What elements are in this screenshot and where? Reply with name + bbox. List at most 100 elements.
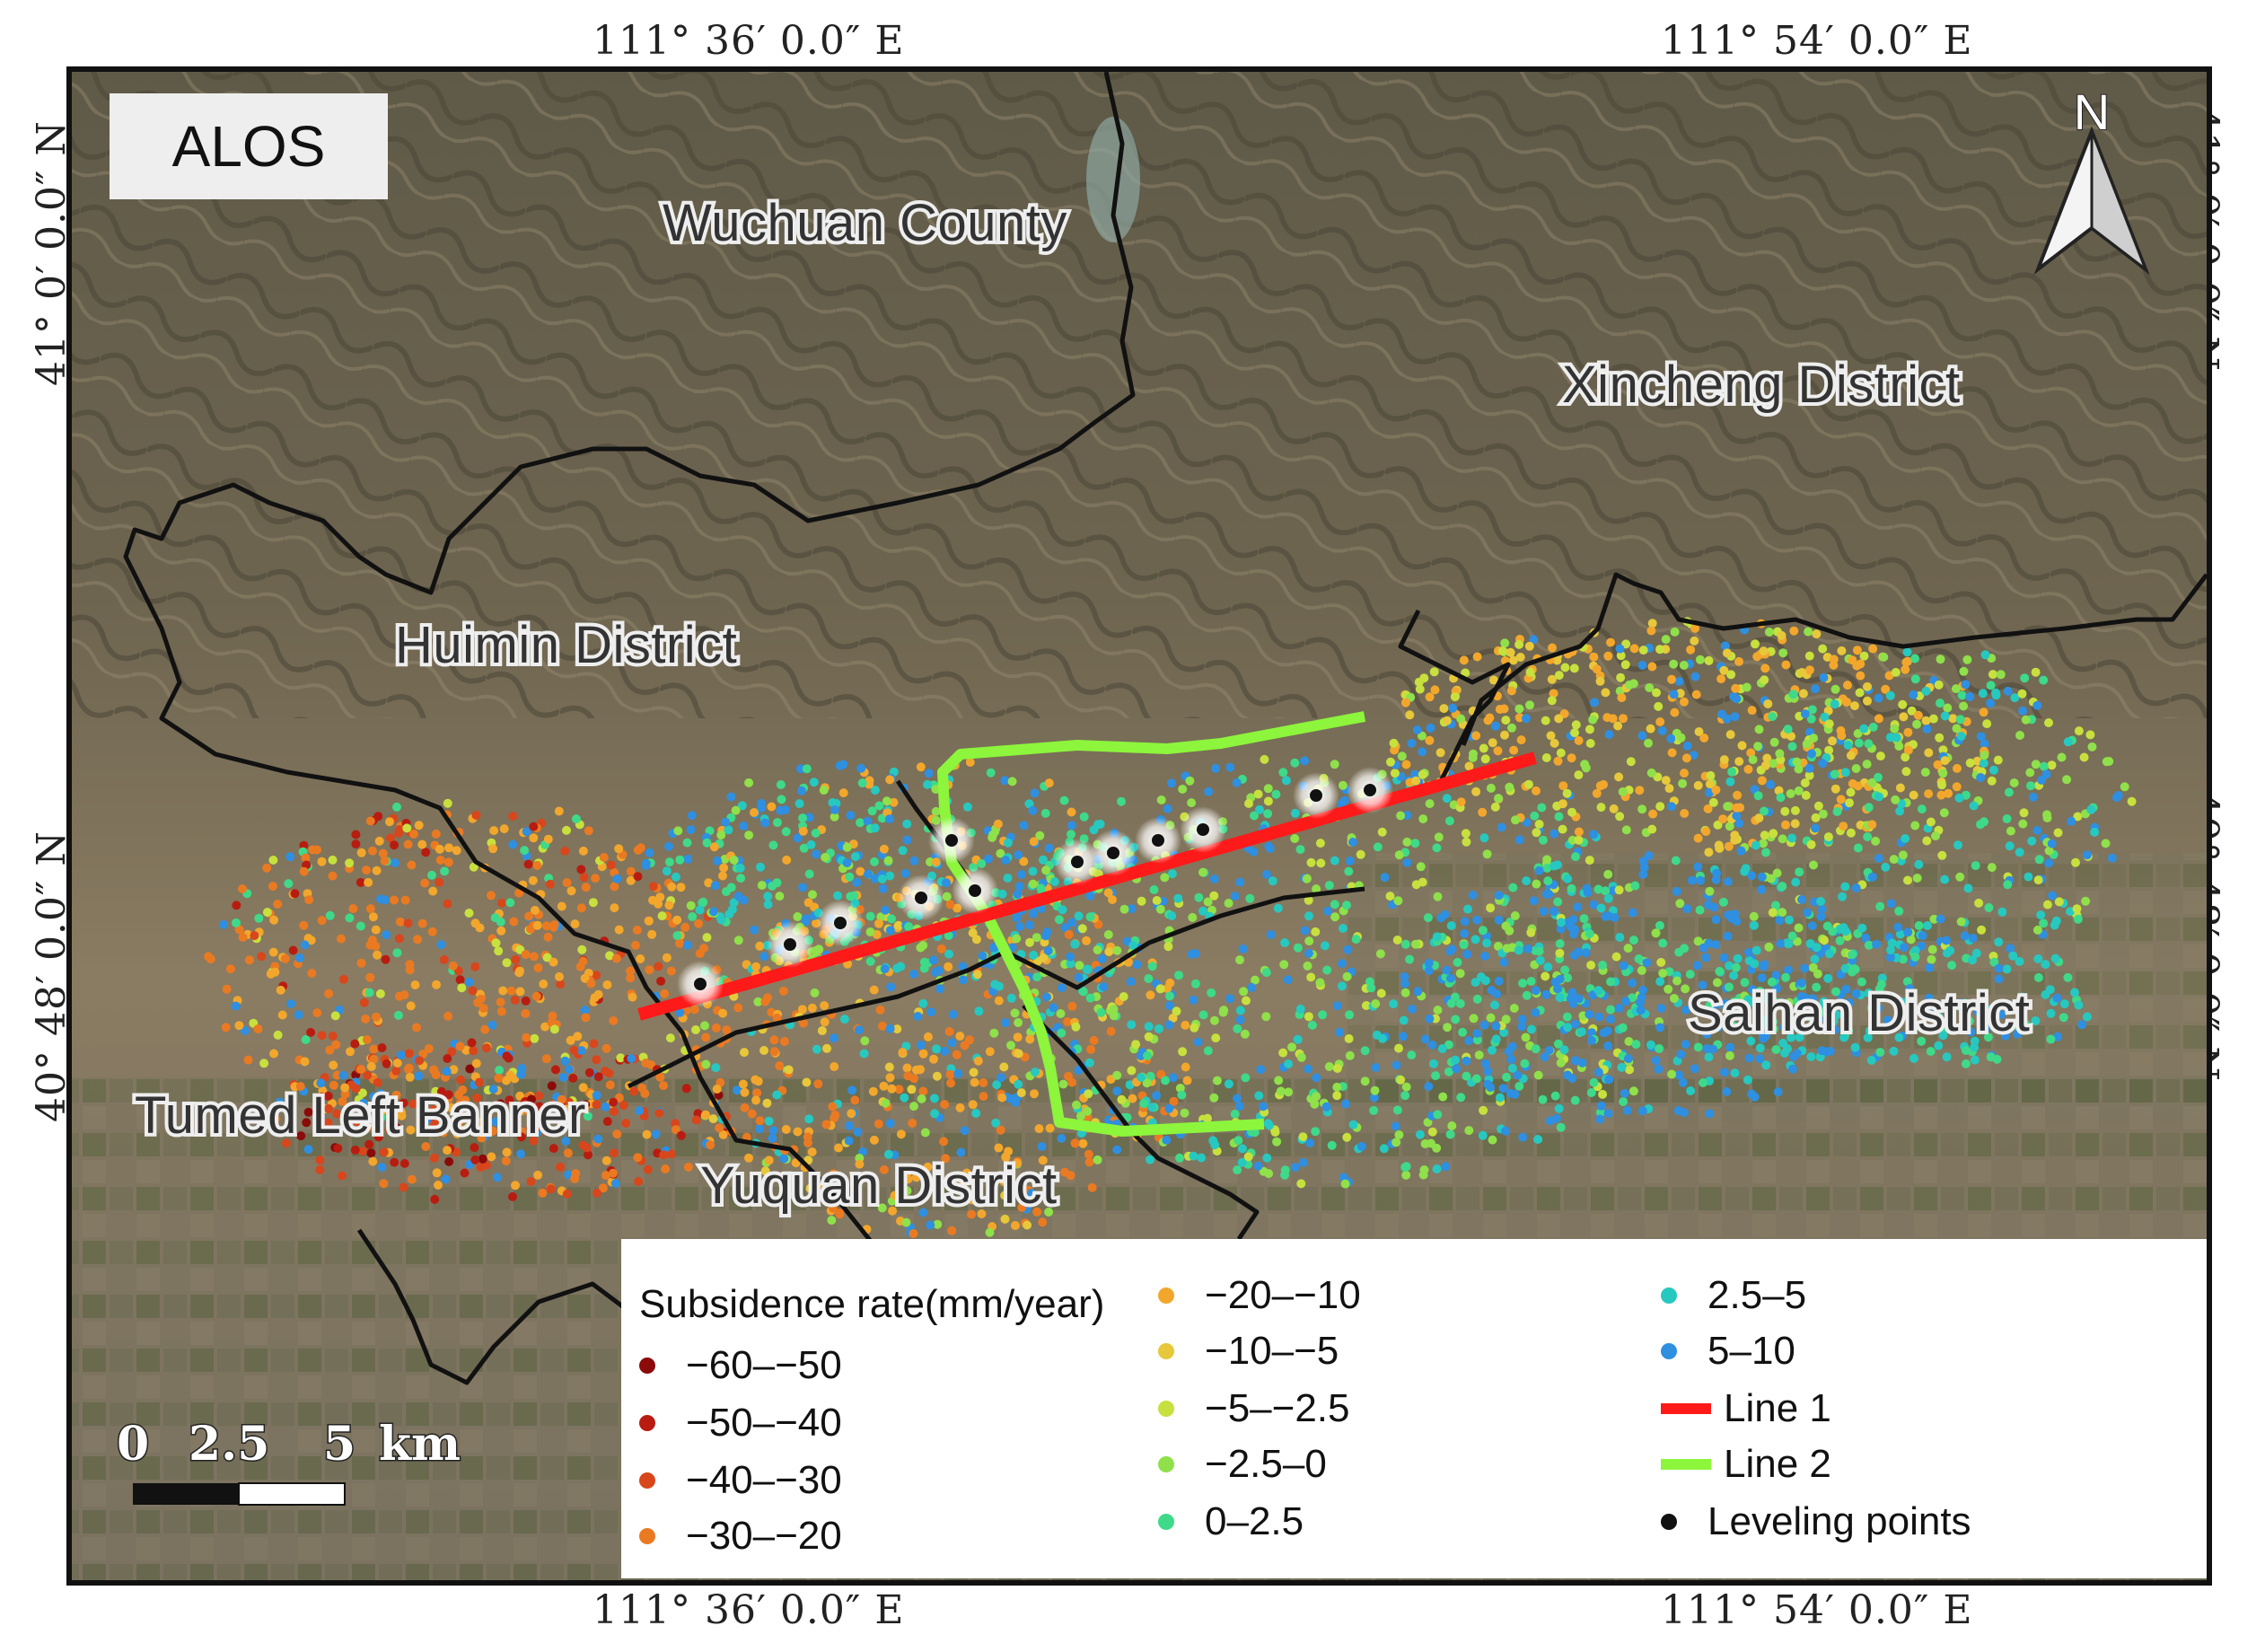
insar-point	[812, 1044, 821, 1054]
insar-point	[944, 931, 953, 940]
insar-point	[1322, 965, 1332, 975]
insar-point	[1631, 1040, 1641, 1050]
insar-point	[1903, 927, 1913, 937]
insar-point	[1730, 909, 1740, 919]
insar-point	[2062, 775, 2072, 785]
insar-point	[1296, 1179, 1306, 1189]
insar-point	[1128, 941, 1138, 950]
insar-point	[2045, 985, 2055, 995]
insar-point	[1711, 940, 1721, 950]
insar-point	[1375, 949, 1385, 959]
insar-point	[2054, 897, 2064, 907]
insar-point	[1211, 1033, 1221, 1043]
insar-point	[768, 1133, 777, 1143]
insar-point	[1940, 756, 1950, 766]
legend-item-class-1: −60–−50	[639, 1343, 842, 1388]
insar-point	[1743, 995, 1753, 1005]
insar-point	[315, 1156, 325, 1165]
insar-point	[1934, 680, 1944, 690]
insar-point	[1850, 1042, 1860, 1052]
insar-point	[1188, 912, 1198, 922]
insar-point	[1680, 944, 1690, 953]
insar-point	[1023, 1220, 1032, 1230]
insar-point	[488, 1126, 497, 1136]
insar-point	[1955, 872, 1965, 882]
insar-point	[661, 1164, 671, 1173]
insar-point	[455, 975, 465, 985]
insar-point	[1796, 978, 1806, 988]
insar-point	[1305, 1138, 1315, 1147]
insar-point	[390, 1157, 399, 1167]
insar-point	[1956, 732, 1966, 741]
insar-point	[1567, 753, 1576, 763]
insar-point	[578, 1140, 588, 1150]
insar-point	[1493, 746, 1503, 756]
insar-point	[655, 892, 665, 902]
insar-point	[532, 920, 542, 930]
insar-point	[1868, 644, 1878, 654]
insar-point	[1595, 676, 1605, 686]
insar-point	[1840, 768, 1850, 778]
insar-point	[870, 857, 879, 866]
insar-point	[1385, 892, 1395, 901]
insar-point	[1664, 984, 1673, 994]
insar-point	[726, 883, 736, 892]
insar-point	[1327, 1140, 1337, 1150]
insar-point	[2046, 1008, 2056, 1018]
insar-point	[294, 1010, 303, 1020]
insar-point	[1743, 764, 1753, 774]
insar-point	[1900, 943, 1909, 953]
insar-point	[1924, 789, 1934, 799]
insar-point	[1480, 952, 1489, 961]
insar-point	[1851, 883, 1861, 892]
insar-point	[877, 1203, 887, 1213]
insar-point	[1521, 1032, 1531, 1042]
insar-point	[1651, 928, 1661, 938]
insar-point	[1867, 872, 1877, 882]
insar-point	[694, 918, 704, 928]
insar-point	[1637, 1106, 1647, 1116]
insar-point	[1456, 797, 1466, 807]
insar-point	[1034, 1124, 1044, 1134]
insar-point	[1928, 1025, 1938, 1034]
insar-point	[1488, 675, 1498, 685]
insar-point	[1264, 841, 1274, 851]
insar-point	[666, 966, 676, 976]
insar-point	[626, 973, 636, 983]
insar-point	[1647, 619, 1657, 628]
insar-point	[2028, 792, 2038, 802]
insar-point	[1581, 948, 1591, 958]
insar-point	[1823, 832, 1833, 842]
insar-point	[1209, 874, 1219, 883]
insar-point	[1028, 805, 1038, 815]
insar-point	[1725, 1042, 1735, 1052]
insar-point	[2048, 891, 2058, 901]
insar-point	[656, 976, 666, 986]
insar-point	[610, 1179, 620, 1189]
insar-point	[1361, 1001, 1371, 1010]
insar-point	[560, 1056, 570, 1066]
insar-point	[1099, 982, 1109, 992]
leveling-point	[1071, 856, 1084, 868]
insar-point	[1044, 1208, 1054, 1217]
insar-point	[953, 1068, 963, 1078]
insar-point	[1471, 786, 1481, 796]
insar-point	[994, 996, 1004, 1006]
insar-point	[1718, 897, 1728, 907]
insar-point	[777, 795, 786, 804]
insar-point	[1874, 1003, 1883, 1013]
insar-point	[1871, 836, 1881, 846]
insar-point	[1172, 1006, 1181, 1016]
insar-point	[1760, 760, 1770, 770]
insar-point	[1540, 1052, 1550, 1062]
insar-point	[634, 1176, 644, 1186]
insar-point	[1418, 1170, 1428, 1180]
insar-point	[361, 1014, 371, 1024]
insar-point	[1603, 651, 1613, 661]
insar-point	[1856, 671, 1866, 681]
insar-point	[1709, 991, 1719, 1001]
insar-point	[440, 866, 450, 876]
insar-point	[499, 824, 509, 834]
insar-points-layer	[204, 617, 2137, 1238]
insar-point	[1187, 798, 1197, 808]
